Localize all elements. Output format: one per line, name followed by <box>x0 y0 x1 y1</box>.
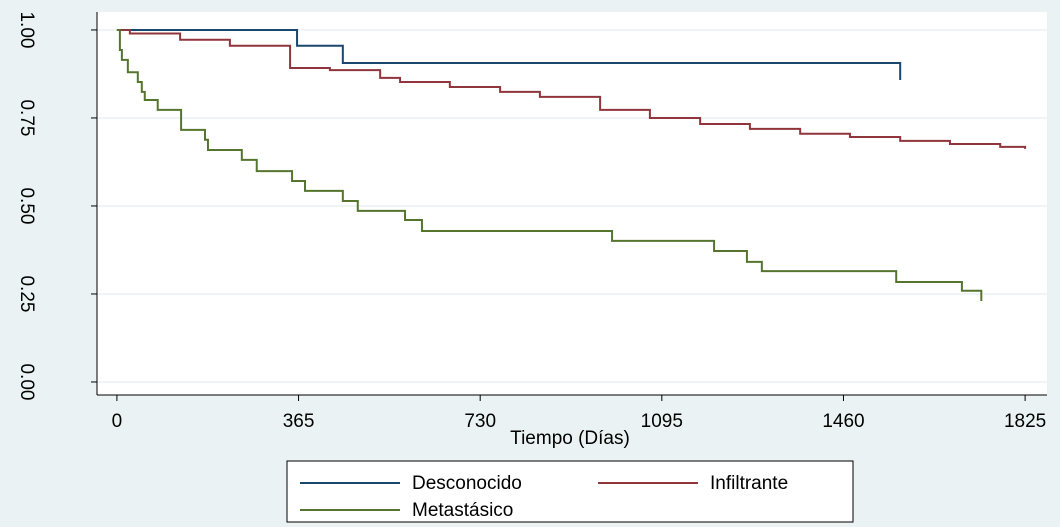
x-tick-label: 1460 <box>822 411 864 432</box>
plot-area <box>97 12 1047 395</box>
survival-line <box>116 28 983 302</box>
x-tick-label: 1095 <box>641 411 683 432</box>
survival-line <box>116 28 902 80</box>
x-tick-label: 730 <box>464 411 496 432</box>
survival-line <box>116 28 1027 149</box>
legend-label: Desconocido <box>412 473 522 494</box>
legend <box>286 460 854 523</box>
legend-label: Metastásico <box>412 500 513 521</box>
x-tick-label: 1825 <box>1004 411 1046 432</box>
y-tick-label: 0.25 <box>16 275 37 312</box>
y-tick-label: 0.00 <box>16 363 37 400</box>
x-tick-label: 365 <box>283 411 315 432</box>
legend-label: Infiltrante <box>710 473 788 494</box>
y-tick-label: 0.75 <box>16 99 37 136</box>
y-tick-label: 1.00 <box>16 11 37 48</box>
y-tick-label: 0.50 <box>16 187 37 224</box>
x-tick-label: 0 <box>112 411 123 432</box>
x-axis-label: Tiempo (Días) <box>510 428 630 449</box>
